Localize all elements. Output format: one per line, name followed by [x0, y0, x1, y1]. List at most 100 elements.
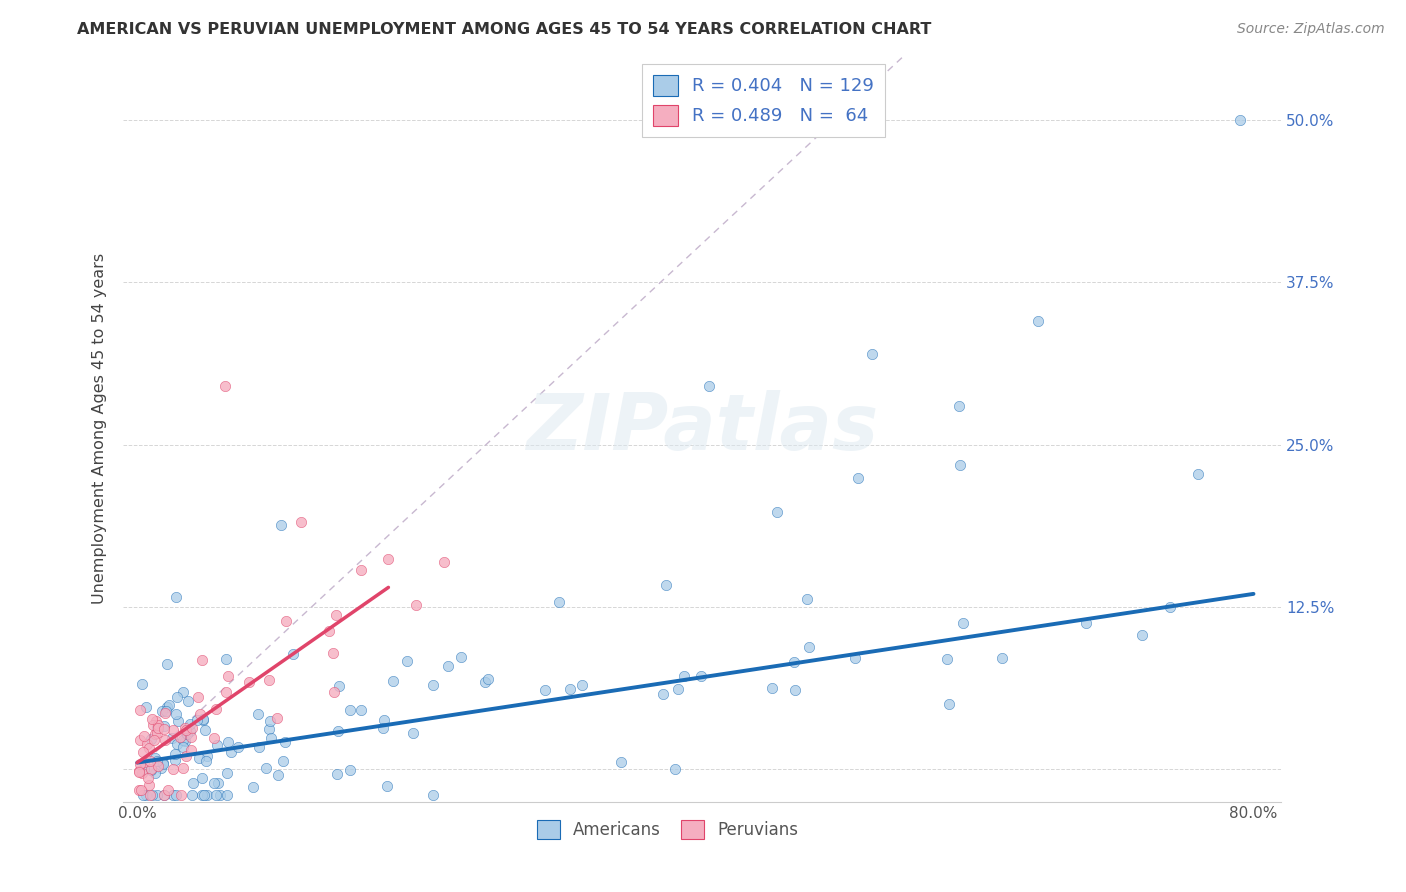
Point — [190, 707, 212, 722]
Point — [402, 725, 425, 739]
Point — [163, 747, 186, 761]
Point — [846, 471, 869, 485]
Point — [938, 697, 960, 711]
Point — [149, 761, 172, 775]
Point — [145, 714, 167, 728]
Point — [217, 668, 239, 682]
Point — [433, 555, 456, 569]
Point — [257, 673, 280, 688]
Point — [195, 788, 218, 802]
Point — [270, 518, 292, 533]
Point — [948, 399, 970, 413]
Point — [655, 578, 678, 592]
Point — [247, 740, 270, 755]
Point — [219, 745, 242, 759]
Point — [273, 735, 295, 749]
Point — [143, 733, 166, 747]
Point — [860, 347, 883, 361]
Point — [146, 788, 169, 802]
Point — [153, 788, 176, 802]
Point — [328, 679, 350, 693]
Point — [194, 754, 217, 768]
Point — [145, 722, 167, 736]
Point — [326, 766, 349, 780]
Point — [991, 650, 1014, 665]
Point — [205, 738, 228, 752]
Point — [217, 788, 239, 802]
Point — [162, 762, 184, 776]
Point — [172, 684, 194, 698]
Point — [325, 608, 347, 623]
Point — [142, 718, 165, 732]
Point — [672, 669, 695, 683]
Point — [191, 771, 214, 785]
Point — [238, 675, 260, 690]
Point — [150, 704, 173, 718]
Point — [260, 731, 283, 746]
Point — [339, 703, 361, 717]
Point — [242, 780, 264, 795]
Point — [1074, 616, 1097, 631]
Point — [145, 754, 167, 768]
Point — [138, 771, 160, 785]
Point — [191, 713, 214, 727]
Point — [377, 552, 399, 566]
Text: ZIPatlas: ZIPatlas — [526, 391, 879, 467]
Point — [214, 685, 236, 699]
Point — [174, 721, 197, 735]
Point — [405, 598, 427, 612]
Point — [138, 740, 160, 755]
Point — [204, 776, 226, 790]
Point — [128, 783, 150, 797]
Point — [139, 755, 162, 769]
Point — [146, 721, 169, 735]
Point — [165, 590, 187, 604]
Point — [215, 652, 238, 666]
Point — [1187, 467, 1209, 481]
Point — [157, 782, 180, 797]
Point — [548, 595, 571, 609]
Point — [796, 591, 818, 606]
Point — [179, 724, 201, 739]
Point — [209, 788, 232, 802]
Point — [761, 681, 783, 695]
Legend: Americans, Peruvians: Americans, Peruvians — [530, 813, 806, 846]
Point — [395, 655, 418, 669]
Point — [187, 751, 209, 765]
Point — [373, 713, 395, 727]
Point — [1159, 599, 1181, 614]
Point — [166, 714, 188, 728]
Point — [174, 725, 197, 739]
Point — [180, 743, 202, 757]
Point — [148, 759, 170, 773]
Point — [132, 745, 155, 759]
Point — [146, 718, 169, 732]
Point — [266, 768, 288, 782]
Point — [166, 690, 188, 705]
Point — [949, 458, 972, 472]
Point — [375, 779, 398, 793]
Point — [162, 788, 184, 802]
Point — [226, 740, 249, 755]
Point — [571, 678, 593, 692]
Point — [153, 722, 176, 736]
Point — [450, 649, 472, 664]
Text: AMERICAN VS PERUVIAN UNEMPLOYMENT AMONG AGES 45 TO 54 YEARS CORRELATION CHART: AMERICAN VS PERUVIAN UNEMPLOYMENT AMONG … — [77, 22, 932, 37]
Point — [609, 756, 631, 770]
Point — [181, 776, 204, 790]
Point — [141, 788, 163, 802]
Point — [172, 732, 194, 747]
Point — [190, 788, 212, 802]
Point — [131, 677, 153, 691]
Point — [1130, 628, 1153, 642]
Point — [323, 684, 346, 698]
Point — [259, 714, 281, 728]
Point — [129, 732, 152, 747]
Point — [204, 788, 226, 802]
Point — [152, 756, 174, 771]
Point — [176, 726, 198, 740]
Point — [155, 700, 177, 714]
Point — [177, 694, 200, 708]
Point — [153, 719, 176, 733]
Point — [141, 712, 163, 726]
